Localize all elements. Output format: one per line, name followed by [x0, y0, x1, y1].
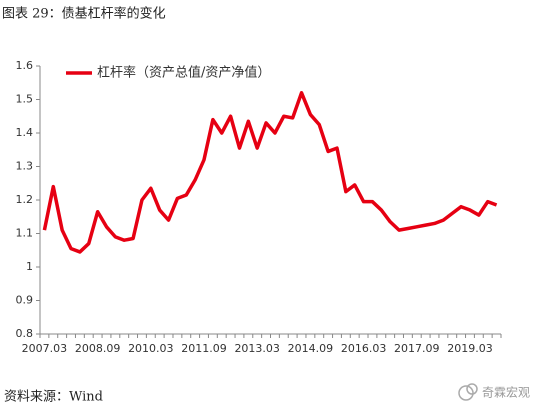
- y-tick-label: 1.2: [16, 193, 34, 206]
- x-tick-label: 2007.03: [22, 342, 68, 355]
- x-tick-label: 2010.03: [128, 342, 174, 355]
- y-tick-label: 0.8: [16, 327, 34, 340]
- watermark: 奇霖宏观: [482, 385, 530, 400]
- y-tick-label: 1.5: [16, 93, 34, 106]
- legend-label: 杠杆率（资产总值/资产净值）: [97, 65, 270, 81]
- y-tick-label: 1.3: [16, 160, 34, 173]
- watermark-icon: [458, 383, 478, 401]
- y-tick-label: 0.9: [16, 294, 34, 307]
- x-tick-label: 2008.09: [75, 342, 121, 355]
- x-tick-label: 2011.09: [181, 342, 227, 355]
- x-tick-label: 2017.09: [394, 342, 440, 355]
- x-tick-label: 2016.03: [341, 342, 387, 355]
- y-tick-label: 1: [26, 260, 33, 273]
- x-tick-label: 2013.03: [234, 342, 280, 355]
- x-tick-label: 2019.03: [447, 342, 493, 355]
- x-tick-label: 2014.09: [288, 342, 334, 355]
- chart-title: 图表 29：债基杠杆率的变化: [2, 6, 166, 22]
- source: 资料来源：Wind: [4, 390, 103, 405]
- line-series: [42, 91, 498, 254]
- y-tick-label: 1.6: [16, 59, 34, 72]
- y-tick-label: 1.4: [16, 126, 34, 139]
- y-tick-label: 1.1: [16, 227, 34, 240]
